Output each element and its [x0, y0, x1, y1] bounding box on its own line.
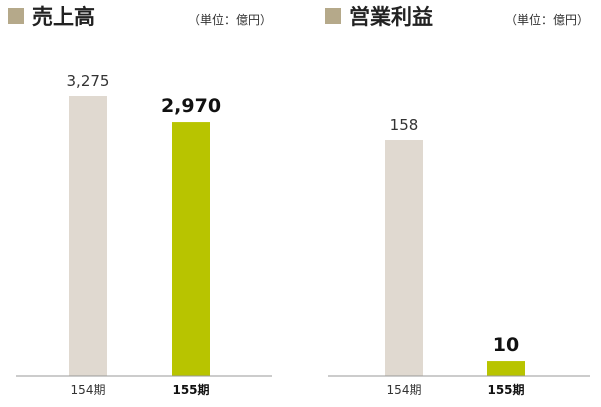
profit-bar-155	[487, 361, 525, 376]
profit-unit-label: （単位：億円）	[505, 12, 589, 27]
sales-value-label-154: 3,275	[67, 72, 110, 90]
profit-value-label-155: 10	[493, 334, 519, 356]
profit-category-155: 155期	[487, 382, 524, 397]
sales-value-label-155: 2,970	[161, 95, 221, 117]
sales-category-154: 154期	[71, 383, 106, 397]
sales-unit-label: （単位：億円）	[188, 12, 272, 27]
sales-title-marker	[8, 8, 24, 24]
profit-value-label-154: 158	[390, 116, 419, 134]
sales-chart: 売上高 （単位：億円） 3,275 2,970 154期 155期	[8, 5, 272, 397]
sales-bar-155	[172, 122, 210, 377]
profit-category-154: 154期	[387, 383, 422, 397]
sales-category-155: 155期	[172, 382, 209, 397]
operating-profit-chart: 営業利益 （単位：億円） 158 10 154期 155期	[325, 5, 590, 397]
profit-title-marker	[325, 8, 341, 24]
sales-bar-154	[69, 96, 107, 376]
profit-title: 営業利益	[349, 5, 433, 29]
sales-title: 売上高	[32, 5, 95, 29]
profit-bar-154	[385, 140, 423, 376]
